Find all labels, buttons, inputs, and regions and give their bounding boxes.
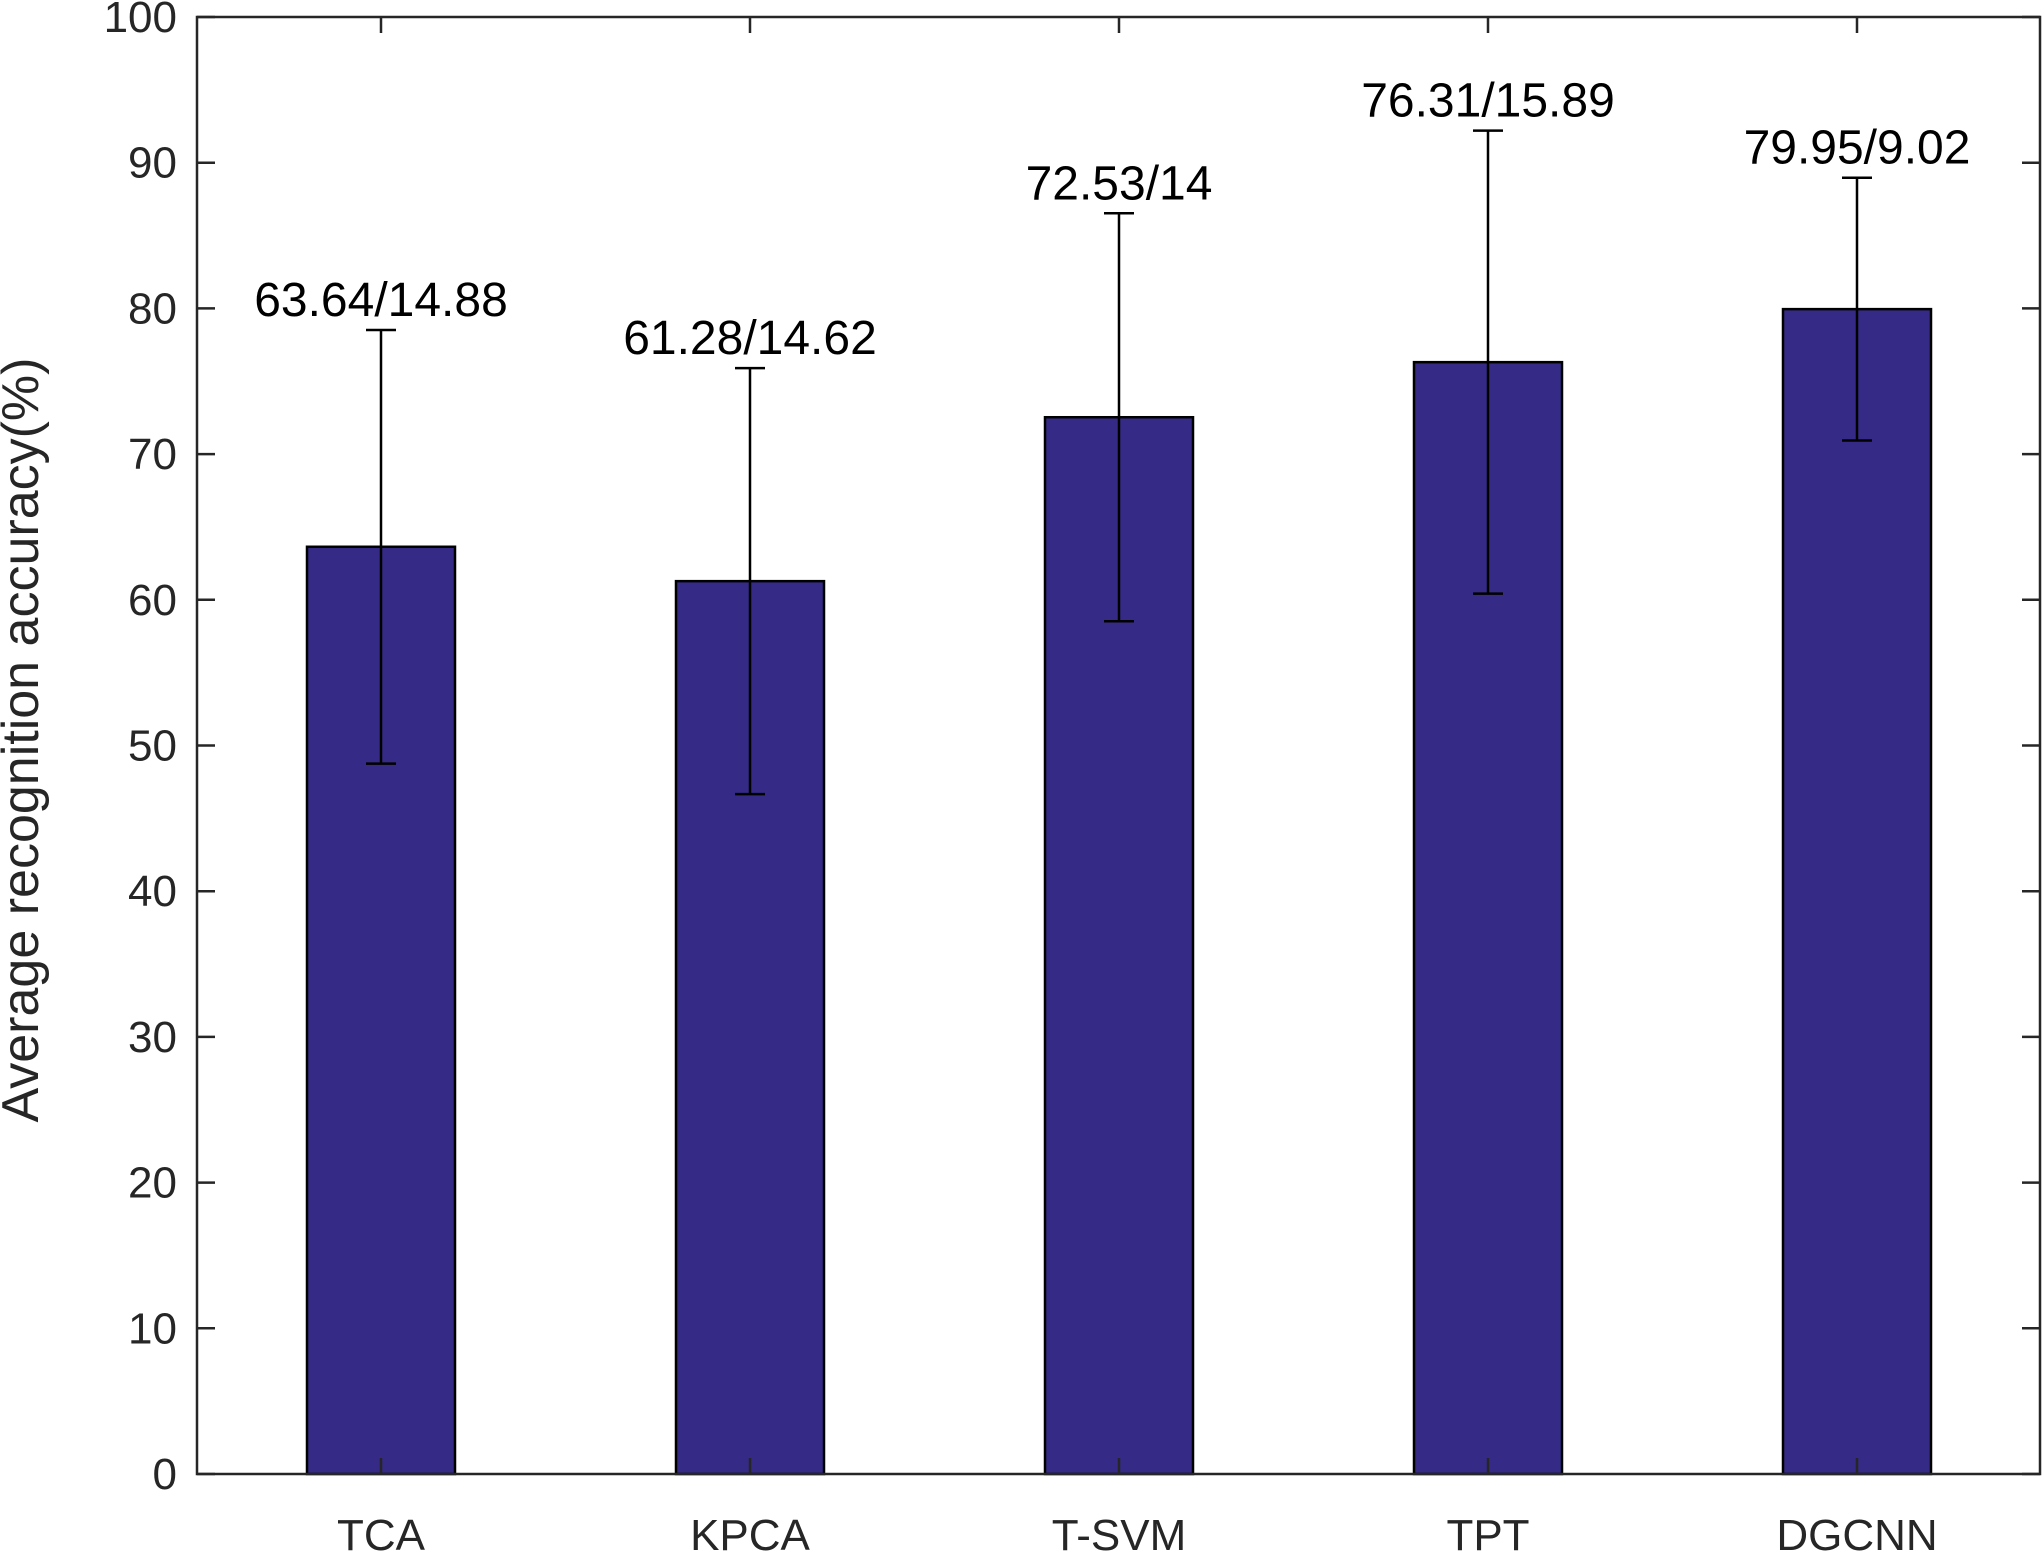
y-tick-label-10: 10 [128, 1304, 177, 1353]
data-label-tpt: 76.31/15.89 [1361, 75, 1615, 128]
bar-dgcnn [1781, 307, 1933, 1476]
y-tick-label-90: 90 [128, 139, 177, 188]
x-tick-label-t-svm: T-SVM [1052, 1511, 1186, 1558]
axes-layer [195, 15, 2042, 1476]
y-tick-label-20: 20 [128, 1159, 177, 1208]
x-tick-label-kpca: KPCA [690, 1511, 810, 1558]
y-tick-label-60: 60 [128, 576, 177, 625]
labels-layer: 63.64/14.88 TCA 61.28/14.62 KPCA 72.53/14 T-S… [104, 0, 1971, 1558]
data-label-t-svm: 72.53/14 [1026, 157, 1213, 210]
y-tick-label-50: 50 [128, 722, 177, 771]
data-label-tca: 63.64/14.88 [254, 274, 508, 327]
y-axis-title: Average recognition accuracy(%) [0, 358, 50, 1123]
y-tick-label-0: 0 [153, 1450, 177, 1499]
plot-frame [195, 15, 2042, 1476]
y-tick-label-80: 80 [128, 284, 177, 333]
error-bars-layer [366, 129, 1872, 796]
x-tick-label-tpt: TPT [1446, 1511, 1529, 1558]
x-tick-label-dgcnn: DGCNN [1776, 1511, 1937, 1558]
y-tick-label-30: 30 [128, 1013, 177, 1062]
y-tick-label-40: 40 [128, 867, 177, 916]
y-tick-label-70: 70 [128, 430, 177, 479]
y-tick-label-100: 100 [104, 0, 177, 42]
data-label-kpca: 61.28/14.62 [623, 312, 877, 365]
x-tick-label-tca: TCA [337, 1511, 426, 1558]
data-label-dgcnn: 79.95/9.02 [1744, 122, 1971, 175]
